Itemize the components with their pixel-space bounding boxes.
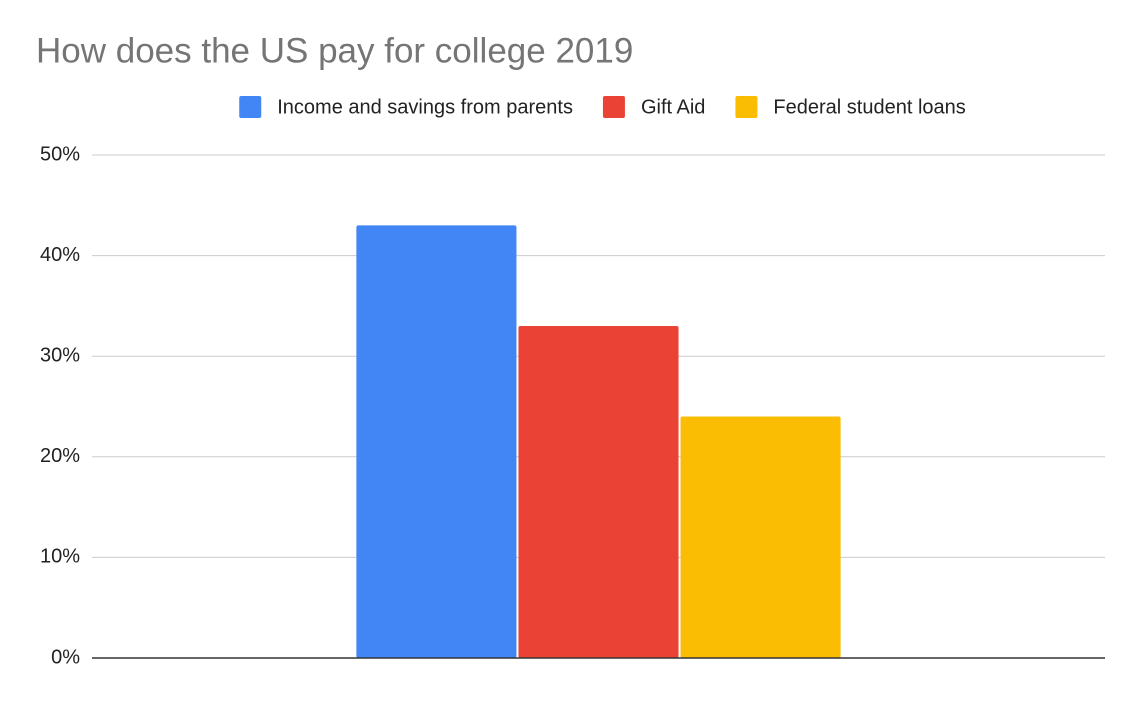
y-tick-label: 20% bbox=[40, 445, 80, 467]
legend-label: Income and savings from parents bbox=[277, 96, 573, 118]
y-tick-label: 0% bbox=[51, 646, 80, 668]
legend-swatch bbox=[602, 96, 625, 118]
bar bbox=[680, 416, 841, 658]
y-tick-label: 10% bbox=[40, 546, 80, 568]
legend-swatch bbox=[735, 96, 758, 118]
legend-label: Federal student loans bbox=[773, 96, 965, 118]
chart-title: How does the US pay for college 2019 bbox=[36, 31, 633, 70]
bar bbox=[356, 225, 517, 659]
y-tick-label: 40% bbox=[40, 244, 80, 266]
legend-label: Gift Aid bbox=[641, 96, 705, 118]
y-tick-label: 30% bbox=[40, 344, 80, 366]
bar bbox=[518, 326, 679, 658]
legend-swatch bbox=[239, 96, 262, 118]
y-tick-label: 50% bbox=[40, 143, 80, 165]
